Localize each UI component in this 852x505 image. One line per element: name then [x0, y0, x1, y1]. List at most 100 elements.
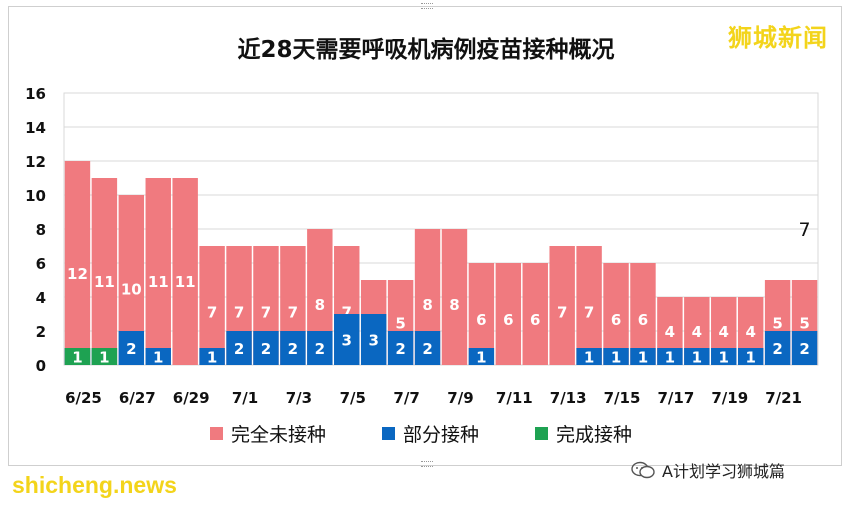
- bar-data-label: 7: [288, 303, 298, 321]
- bar-segment: [495, 263, 522, 365]
- chart-legend: 完全未接种 部分接种 完成接种: [210, 420, 632, 447]
- bar-data-label: 4: [692, 323, 702, 341]
- bar-data-label: 2: [126, 340, 136, 358]
- bar-data-label: 8: [449, 296, 459, 314]
- bar-segment: [145, 178, 171, 365]
- bar-data-label: 3: [342, 332, 352, 350]
- x-tick-label: 7/13: [550, 389, 587, 407]
- bar-segment: [64, 161, 91, 365]
- bar-data-label: 6: [530, 311, 540, 329]
- bar-data-label: 6: [476, 311, 486, 329]
- bar-data-label: 6: [638, 311, 648, 329]
- bar-data-label: 2: [422, 340, 432, 358]
- y-tick-label: 16: [25, 85, 46, 103]
- bar-segment: [737, 348, 764, 365]
- bar-segment: [603, 348, 629, 365]
- wechat-icon: [631, 461, 655, 479]
- chart-title: 近28天需要呼吸机病例疫苗接种概况: [237, 37, 615, 63]
- bar-segment: [360, 314, 387, 365]
- bar-segment: [441, 229, 468, 365]
- bar-data-label: 2: [288, 340, 298, 358]
- bar-segment: [118, 331, 145, 365]
- legend-item-full: 完成接种: [535, 420, 632, 447]
- bar-data-label: 6: [611, 311, 621, 329]
- x-tick-label: 7/9: [447, 389, 473, 407]
- stacked-bar-chart: 0246810121416121111111021111171727272827…: [25, 85, 819, 407]
- bar-data-label: 12: [67, 265, 88, 283]
- bar-segment: [172, 178, 198, 365]
- legend-swatch-unvaccinated: [210, 427, 223, 440]
- x-tick-label: 7/1: [232, 389, 258, 407]
- legend-label-partial: 部分接种: [403, 424, 480, 446]
- bar-segment: [199, 246, 225, 365]
- bar-data-label: 10: [121, 281, 142, 299]
- bar-segment: [576, 246, 602, 365]
- x-tick-label: 7/3: [286, 389, 312, 407]
- bar-segment: [468, 348, 495, 365]
- x-tick-label: 7/7: [393, 389, 419, 407]
- bar-data-label: 1: [72, 349, 82, 367]
- legend-item-partial: 部分接种: [382, 420, 479, 447]
- total-annotation: 7: [798, 219, 810, 241]
- bar-data-label: 2: [772, 340, 782, 358]
- bar-data-label: 7: [342, 303, 352, 321]
- bar-data-label: 2: [799, 340, 809, 358]
- bar-data-label: 1: [665, 349, 675, 367]
- bar-data-label: 7: [234, 303, 244, 321]
- y-tick-label: 14: [25, 119, 46, 137]
- legend-label-full: 完成接种: [556, 424, 633, 446]
- bar-segment: [334, 314, 360, 365]
- bar-segment: [657, 348, 683, 365]
- bar-segment: [145, 348, 171, 365]
- bar-data-label: 1: [99, 349, 109, 367]
- x-tick-label: 6/27: [119, 389, 156, 407]
- bar-segment: [791, 331, 818, 365]
- bar-data-label: 4: [665, 323, 675, 341]
- bar-data-label: 3: [368, 332, 378, 350]
- x-tick-label: 7/5: [340, 389, 366, 407]
- x-tick-label: 7/19: [711, 389, 748, 407]
- wechat-source: A计划学习狮城篇: [630, 458, 785, 482]
- bar-data-label: 6: [503, 311, 513, 329]
- bar-data-label: 5: [799, 315, 809, 333]
- bar-data-label: 5: [772, 315, 782, 333]
- bar-data-label: 7: [207, 303, 217, 321]
- x-tick-label: 6/29: [173, 389, 210, 407]
- bar-data-label: 2: [261, 340, 271, 358]
- bar-data-label: 11: [175, 273, 196, 291]
- bar-segment: [549, 246, 575, 365]
- legend-swatch-partial: [382, 427, 396, 440]
- bar-segment: [64, 348, 91, 365]
- bar-segment: [226, 331, 252, 365]
- bar-segment: [280, 331, 306, 365]
- y-tick-label: 0: [36, 357, 46, 375]
- x-tick-label: 7/21: [765, 389, 802, 407]
- brand-watermark: 狮城新闻: [728, 24, 828, 52]
- bar-segment: [307, 331, 333, 365]
- bar-segment: [684, 348, 710, 365]
- x-tick-label: 7/17: [657, 389, 694, 407]
- bar-data-label: 1: [611, 349, 621, 367]
- bar-data-label: 1: [153, 349, 163, 367]
- bar-data-label: 1: [584, 349, 594, 367]
- bar-segment: [414, 331, 441, 365]
- y-tick-label: 6: [36, 255, 46, 273]
- bar-data-label: 2: [395, 340, 405, 358]
- bar-data-label: 1: [692, 349, 702, 367]
- bar-data-label: 11: [148, 273, 169, 291]
- bar-data-label: 1: [745, 349, 755, 367]
- bar-data-label: 8: [315, 296, 325, 314]
- bar-data-label: 5: [395, 315, 405, 333]
- bar-segment: [764, 331, 791, 365]
- bar-data-label: 4: [719, 323, 729, 341]
- wechat-label: A计划学习狮城篇: [662, 462, 785, 481]
- resize-handle-top: [421, 3, 433, 9]
- bar-segment: [91, 178, 118, 365]
- legend-item-unvaccinated: 完全未接种: [210, 420, 326, 447]
- bar-segment: [711, 348, 737, 365]
- bar-data-label: 1: [719, 349, 729, 367]
- bar-data-label: 7: [557, 303, 567, 321]
- resize-handle-bottom: [421, 461, 433, 467]
- bar-data-label: 7: [261, 303, 271, 321]
- bar-data-label: 1: [476, 349, 486, 367]
